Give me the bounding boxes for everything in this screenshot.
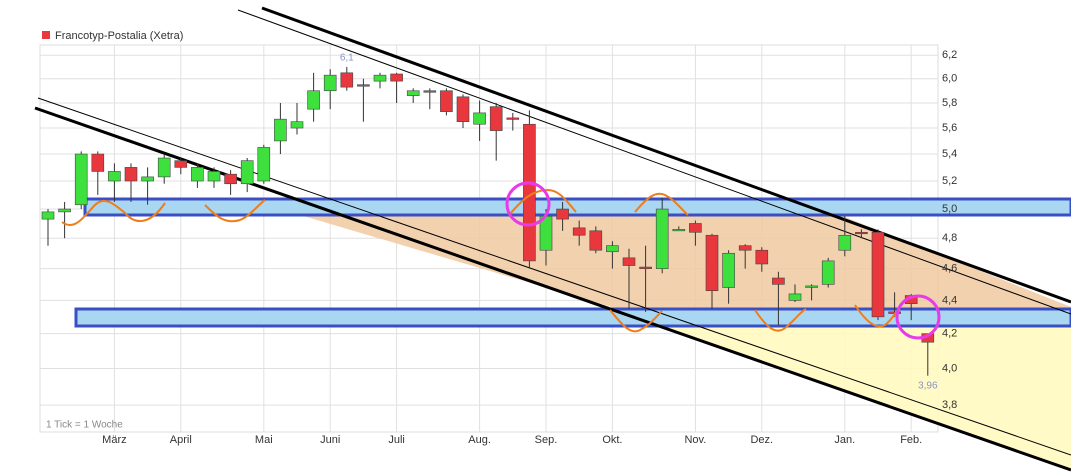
candle-body [406,90,420,96]
candle-body [373,74,387,82]
candle-body [440,90,453,112]
candle-body [323,74,337,92]
x-tick-label: Jan. [834,434,855,446]
candle-body [124,167,138,182]
candle-body [141,176,154,182]
candle-body [91,153,105,172]
wave [634,192,689,216]
candle-body [240,160,254,185]
annotation: 3,96 [918,380,938,391]
x-tick-label: Feb. [900,434,922,446]
wave-marks [61,188,901,333]
legend-swatch [42,31,50,39]
y-tick-label: 5,0 [942,203,957,215]
x-tick-label: Okt. [602,434,622,446]
candle-body [606,245,619,253]
candle-body [755,249,769,265]
trend-line [237,9,1071,315]
candle-body [722,252,735,288]
trend-line [37,97,1071,456]
y-tick-label: 5,4 [942,148,957,160]
wave [609,309,663,333]
trend-line [261,6,1071,304]
y-tick-label: 4,0 [942,362,957,374]
candle-body [257,147,271,182]
candle-body [456,96,470,122]
candle-body [855,231,868,235]
support-band [83,197,1071,217]
y-tick-label: 4,4 [942,294,957,306]
candle-body [473,112,486,125]
y-tick-label: 4,8 [942,232,957,244]
candle-body [307,90,320,110]
candle-body [207,171,221,182]
candle-body [821,260,835,285]
candle-body [655,208,669,269]
footnote: 1 Tick = 1 Woche [46,420,123,431]
candle-body [41,211,55,220]
candle-body [274,118,287,142]
candle-body [58,208,71,213]
y-tick-label: 5,6 [942,122,957,134]
candle-body [622,257,636,266]
candle-body [871,231,885,318]
trend-line [34,106,1071,472]
y-tick-label: 4,6 [942,263,957,275]
candle-body [556,208,569,220]
x-tick-label: Dez. [750,434,773,446]
candle-body [74,153,88,206]
y-tick-label: 5,8 [942,97,957,109]
candle-body [108,171,121,182]
candle-body [639,266,652,269]
candle-body [572,227,586,236]
x-tick-label: März [102,434,126,446]
candle-body [357,84,370,87]
x-tick-label: Juni [320,434,340,446]
candle-body [506,117,520,120]
y-tick-label: 4,2 [942,328,957,340]
highlight-circle [505,181,551,227]
legend-label: Francotyp-Postalia (Xetra) [55,30,183,42]
x-tick-label: Aug. [468,434,491,446]
y-tick-label: 3,8 [942,399,957,411]
support-band [74,307,1071,328]
candles [41,66,935,376]
candle-body [589,230,603,251]
wave [509,188,577,215]
wave [754,308,807,332]
candle-body [290,121,304,129]
candle-body [838,234,852,251]
highlight-circle [895,294,941,340]
x-tick-label: Sep. [535,434,558,446]
candle-body [174,160,188,168]
wave [204,199,266,223]
candle-body [340,72,354,88]
candle-body [738,245,752,251]
x-tick-label: April [170,434,192,446]
candle-body [489,106,503,131]
candle-body [390,73,403,82]
x-tick-label: Juli [388,434,405,446]
x-tick-label: Nov. [684,434,706,446]
x-tick-label: Mai [255,434,273,446]
candle-body [805,285,818,288]
candle-body [224,173,237,185]
candle-body [157,157,171,178]
wave [61,199,166,226]
candle-body [423,90,437,93]
candle-body [788,293,802,301]
candle-body [705,234,719,292]
candle-body [689,223,702,233]
y-tick-label: 5,2 [942,175,957,187]
candle-body [772,277,785,285]
candle-body [672,229,686,232]
annotation: 6,1 [340,53,354,64]
plot-frame [39,44,939,433]
candle-body [191,167,204,182]
y-tick-label: 6,2 [942,49,957,61]
y-tick-label: 6,0 [942,73,957,85]
